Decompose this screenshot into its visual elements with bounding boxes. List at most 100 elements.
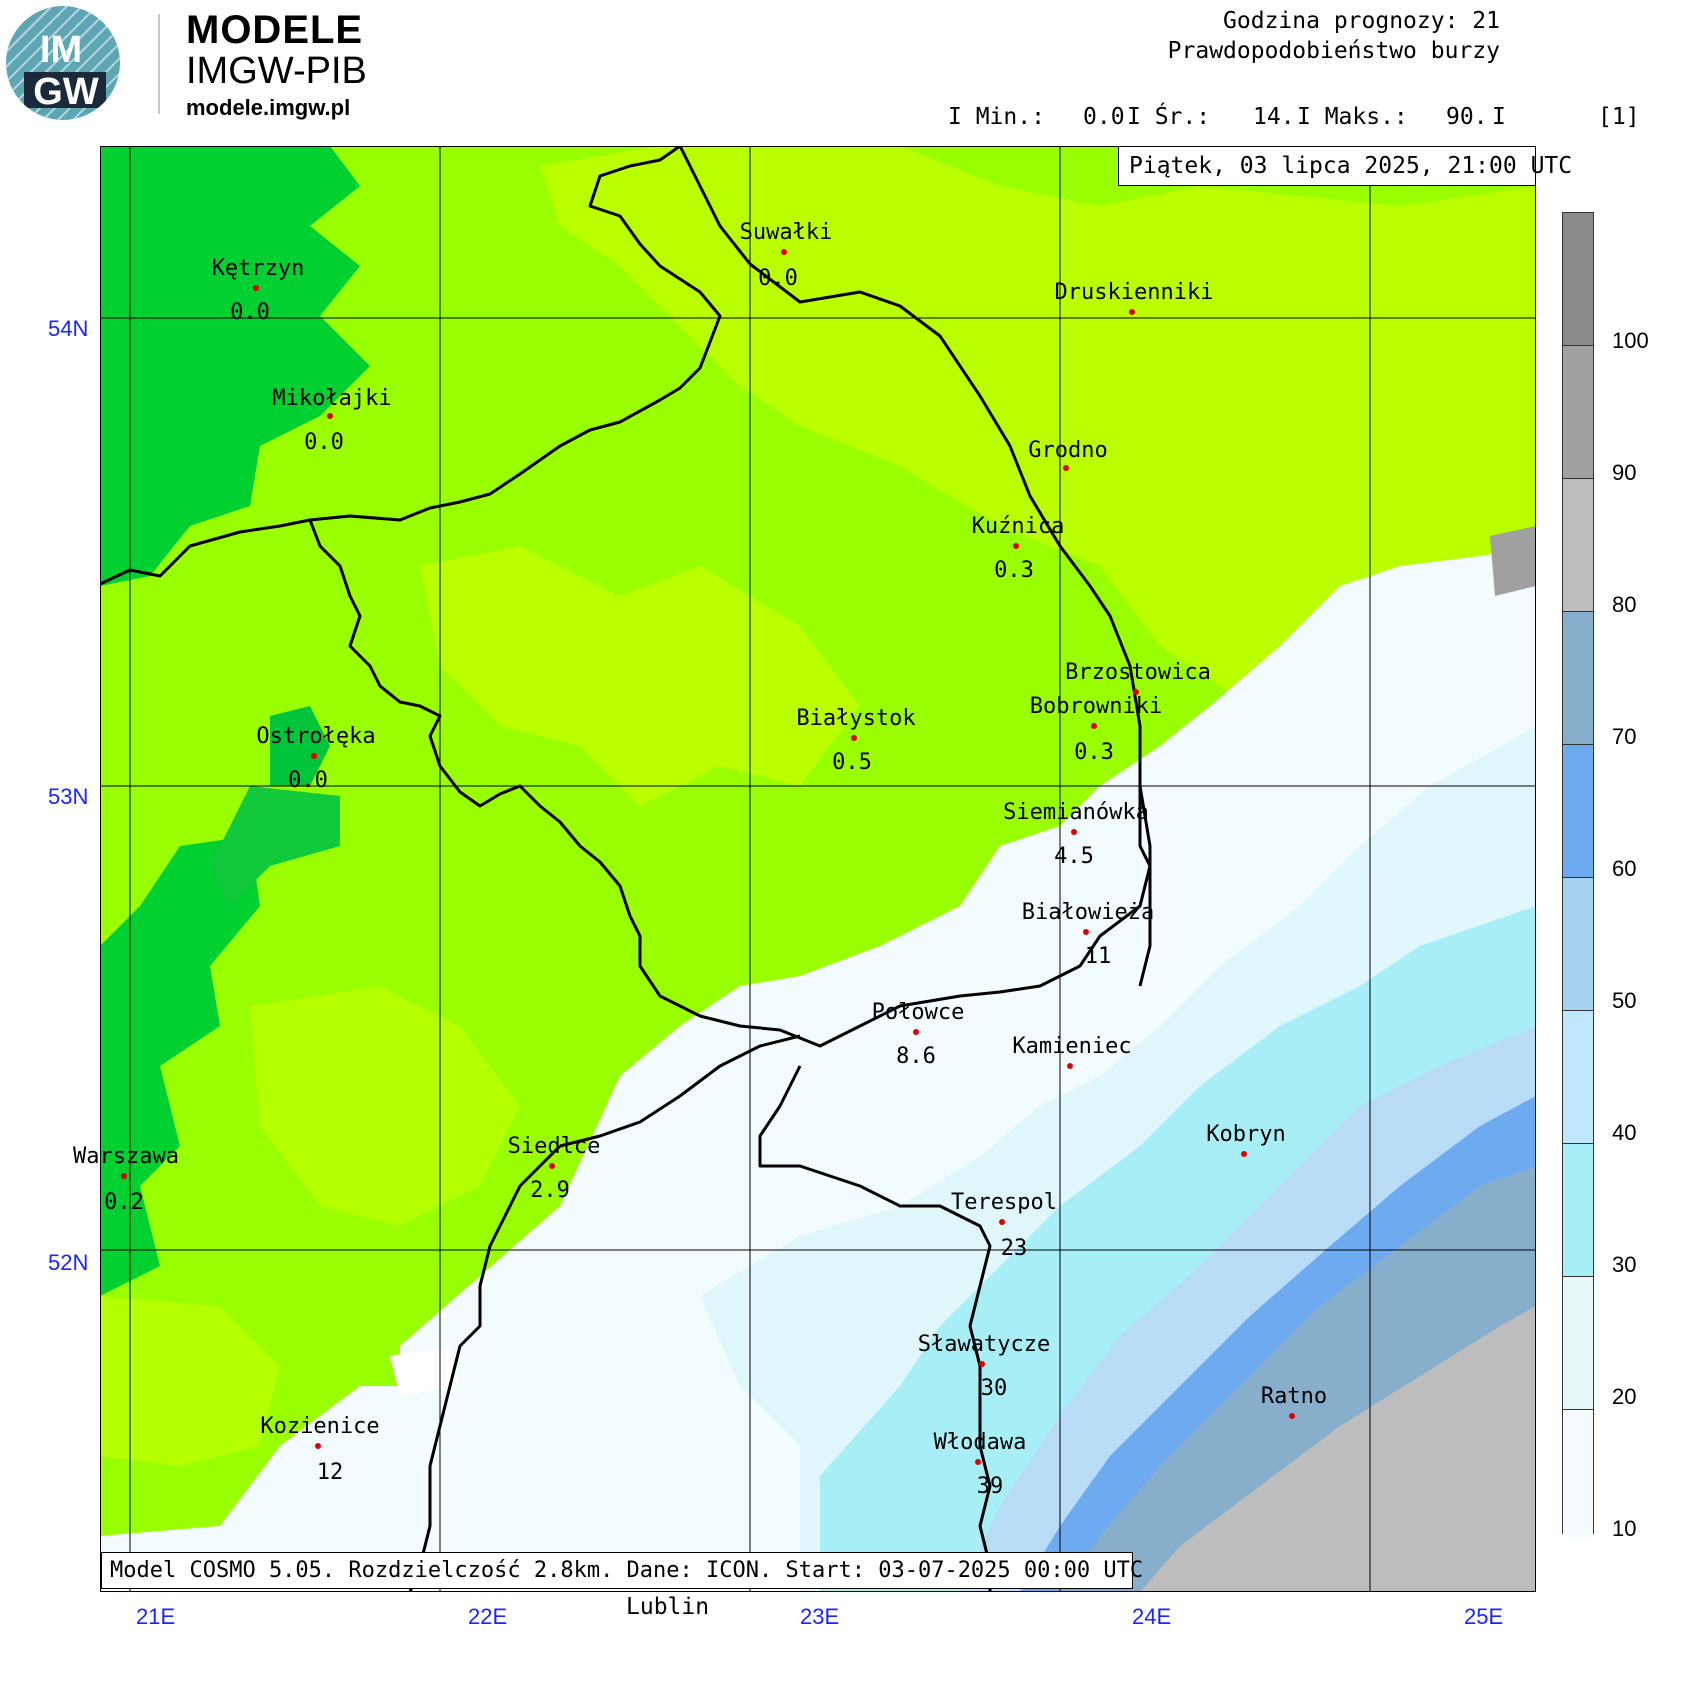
border-by-pl [308,519,1152,1048]
station-value: 23 [1000,1236,1028,1261]
station-name: Sławatycze [917,1332,1051,1357]
forecast-hour: Godzina prognozy: 21 [1223,8,1500,34]
station-value: 0.3 [994,558,1034,583]
logo-text-bottom: GW [33,71,99,113]
station-value: 0.0 [304,430,344,455]
lon-label: 24E [1132,1604,1172,1629]
station-dot[interactable] [1133,689,1139,695]
yellowgreen-south [250,986,520,1226]
station-value: 12 [316,1460,344,1485]
station-name: Siedlce [507,1134,601,1159]
forecast-map [99,144,1536,1593]
green-zone-west [100,836,260,1296]
station-name: Bobrowniki [1029,694,1163,719]
imgw-logo: IM GW [4,4,122,122]
lon-label: 21E [136,1604,176,1629]
map-svg [99,144,1536,1593]
station-dot[interactable] [1013,543,1019,549]
station-name: Suwałki [739,220,833,245]
station-dot[interactable] [1083,929,1089,935]
station-name: Kuźnica [971,514,1065,539]
station-name: Białystok [796,706,916,731]
station-value: 2.9 [530,1178,570,1203]
station-dot[interactable] [851,735,857,741]
station-dot[interactable] [999,1219,1005,1225]
station-dot[interactable] [1067,1063,1073,1069]
legend-label: 20 [1612,1384,1637,1409]
brand-subtitle: IMGW-PIB [186,50,367,92]
station-value: 0.0 [288,768,328,793]
legend-swatch-30 [1563,1144,1593,1277]
station-dot[interactable] [121,1173,127,1179]
yellowgreen-sw [100,1296,280,1466]
station-name: Włodawa [933,1430,1027,1455]
station-dot[interactable] [975,1459,981,1465]
min-value: 0.0 [1083,104,1125,130]
station-dot[interactable] [327,413,333,419]
border-ru-pl [99,144,722,586]
legend-label: 60 [1612,856,1637,881]
station-dot[interactable] [979,1361,985,1367]
station-value: 0.3 [1074,740,1114,765]
station-name: Ostrołęka [256,724,376,749]
green-zone-northwest [100,146,370,586]
yellowgreen-north [540,146,1536,766]
station-name: Brzostowica [1065,660,1211,685]
station-name: Mikołajki [272,386,392,411]
color-legend [1562,212,1594,1537]
station-name: Kozienice [260,1414,380,1439]
station-value: 0.5 [832,750,872,775]
avg-value: 14. [1253,104,1295,130]
legend-label: 50 [1612,988,1637,1013]
grey-spot-ne [1490,526,1536,596]
station-dot[interactable] [1129,309,1135,315]
legend-label: 80 [1612,592,1637,617]
station-dot[interactable] [311,753,317,759]
valid-date: Piątek, 03 lipca 2025, 21:00 UTC [1118,146,1572,186]
green-zone-west-2 [210,786,340,906]
station-dot[interactable] [1063,465,1069,471]
lon-label: 23E [800,1604,840,1629]
grey-zone [1140,1306,1536,1592]
legend-label: 90 [1612,460,1637,485]
legend-swatch-90 [1563,346,1593,479]
station-dot[interactable] [781,249,787,255]
legend-label: 10 [1612,1516,1637,1541]
legend-label: 40 [1612,1120,1637,1145]
station-dot[interactable] [1241,1151,1247,1157]
station-dot[interactable] [1091,723,1097,729]
lon-label: 22E [468,1604,508,1629]
country-borders [99,144,1152,1593]
station-name: Siemianówka [1003,800,1149,825]
station-dot[interactable] [315,1443,321,1449]
legend-swatch-50 [1563,878,1593,1011]
logo-text-top: IM [40,29,82,71]
legend-swatch-100 [1563,213,1593,346]
station-dot[interactable] [1289,1413,1295,1419]
unit-label: [1] [1598,104,1640,130]
model-info: Model COSMO 5.05. Rozdzielczość 2.8km. D… [101,1552,1143,1589]
station-name: Kobryn [1206,1122,1286,1147]
station-name: Terespol [951,1190,1057,1215]
station-value: 0.0 [758,266,798,291]
station-dot[interactable] [549,1163,555,1169]
legend-swatch-80 [1563,479,1593,612]
legend-swatch-10 [1563,1410,1593,1537]
border-pl-east [559,1034,801,1148]
station-name: Kętrzyn [211,256,305,281]
lat-label: 52N [48,1250,89,1275]
max-value: 90. [1446,104,1488,130]
brand-url[interactable]: modele.imgw.pl [186,95,351,120]
legend-label: 70 [1612,724,1637,749]
lat-label: 53N [48,784,89,809]
lon-label: 25E [1464,1604,1504,1629]
station-dot[interactable] [1071,829,1077,835]
station-dot[interactable] [913,1029,919,1035]
station-dot[interactable] [253,285,259,291]
min-label: I Min.: [948,104,1045,130]
station-value: 8.6 [896,1044,936,1069]
brand-title: MODELE [186,8,364,52]
lublin-label: Lublin [626,1594,710,1620]
max-label: I Maks.: [1297,104,1408,130]
station-value: 39 [976,1474,1004,1499]
